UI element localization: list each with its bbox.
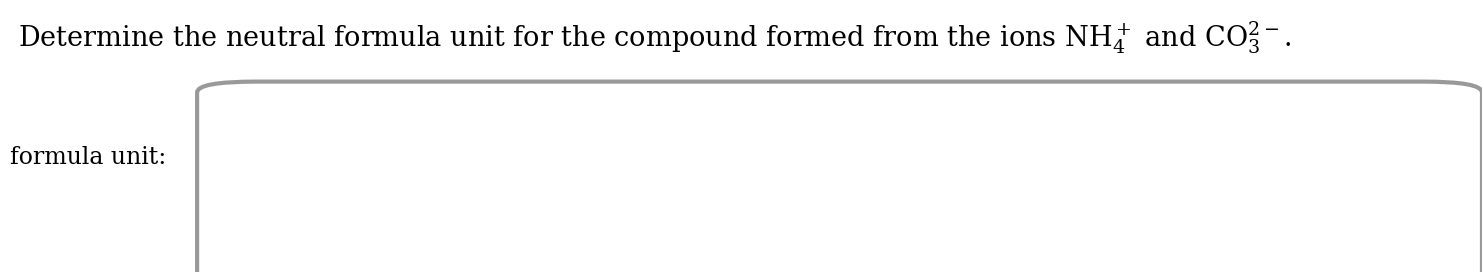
Text: formula unit:: formula unit: xyxy=(10,146,166,169)
FancyBboxPatch shape xyxy=(197,82,1482,272)
Text: Determine the neutral formula unit for the compound formed from the ions $\mathr: Determine the neutral formula unit for t… xyxy=(18,19,1292,56)
